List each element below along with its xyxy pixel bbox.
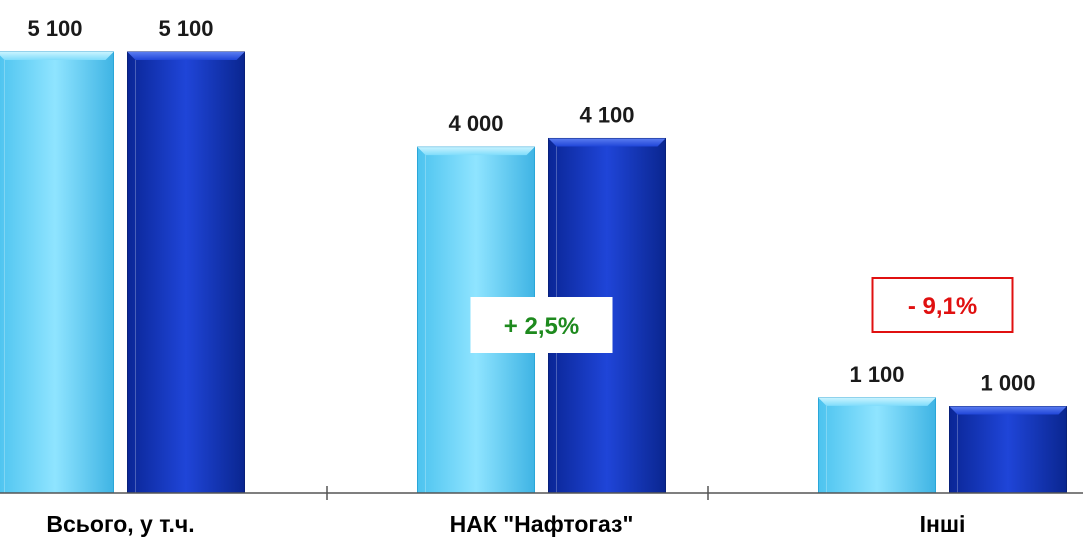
annotation-text-1: - 9,1%	[908, 293, 977, 320]
value-label-0-1: 5 100	[158, 16, 213, 41]
bar-2-0	[818, 397, 936, 494]
bar-0-1	[127, 51, 245, 494]
annotation-1: - 9,1%	[871, 277, 1014, 333]
annotation-text-0: + 2,5%	[504, 313, 579, 340]
category-label-0: Всього, у т.ч.	[46, 511, 194, 537]
value-label-2-0: 1 100	[849, 362, 904, 387]
bars-group	[0, 51, 1067, 494]
value-label-2-1: 1 000	[980, 371, 1035, 396]
category-label-1: НАК "Нафтогаз"	[450, 511, 634, 537]
bar-1-1	[548, 137, 666, 494]
value-label-1-1: 4 100	[579, 102, 634, 127]
x-axis-ticks	[326, 486, 709, 500]
value-label-0-0: 5 100	[27, 16, 82, 41]
annotation-0: + 2,5%	[470, 297, 613, 353]
annotations-group: + 2,5% - 9,1%	[470, 277, 1014, 353]
category-labels-group: Всього, у т.ч. НАК "Нафтогаз" Інші	[46, 511, 965, 537]
bar-0-0	[0, 51, 114, 494]
bar-2-1	[949, 406, 1067, 494]
category-label-2: Інші	[920, 511, 966, 537]
value-label-1-0: 4 000	[448, 111, 503, 136]
value-labels-group: 5 100 5 100 4 000 4 100 1 100 1 000	[27, 16, 1035, 396]
